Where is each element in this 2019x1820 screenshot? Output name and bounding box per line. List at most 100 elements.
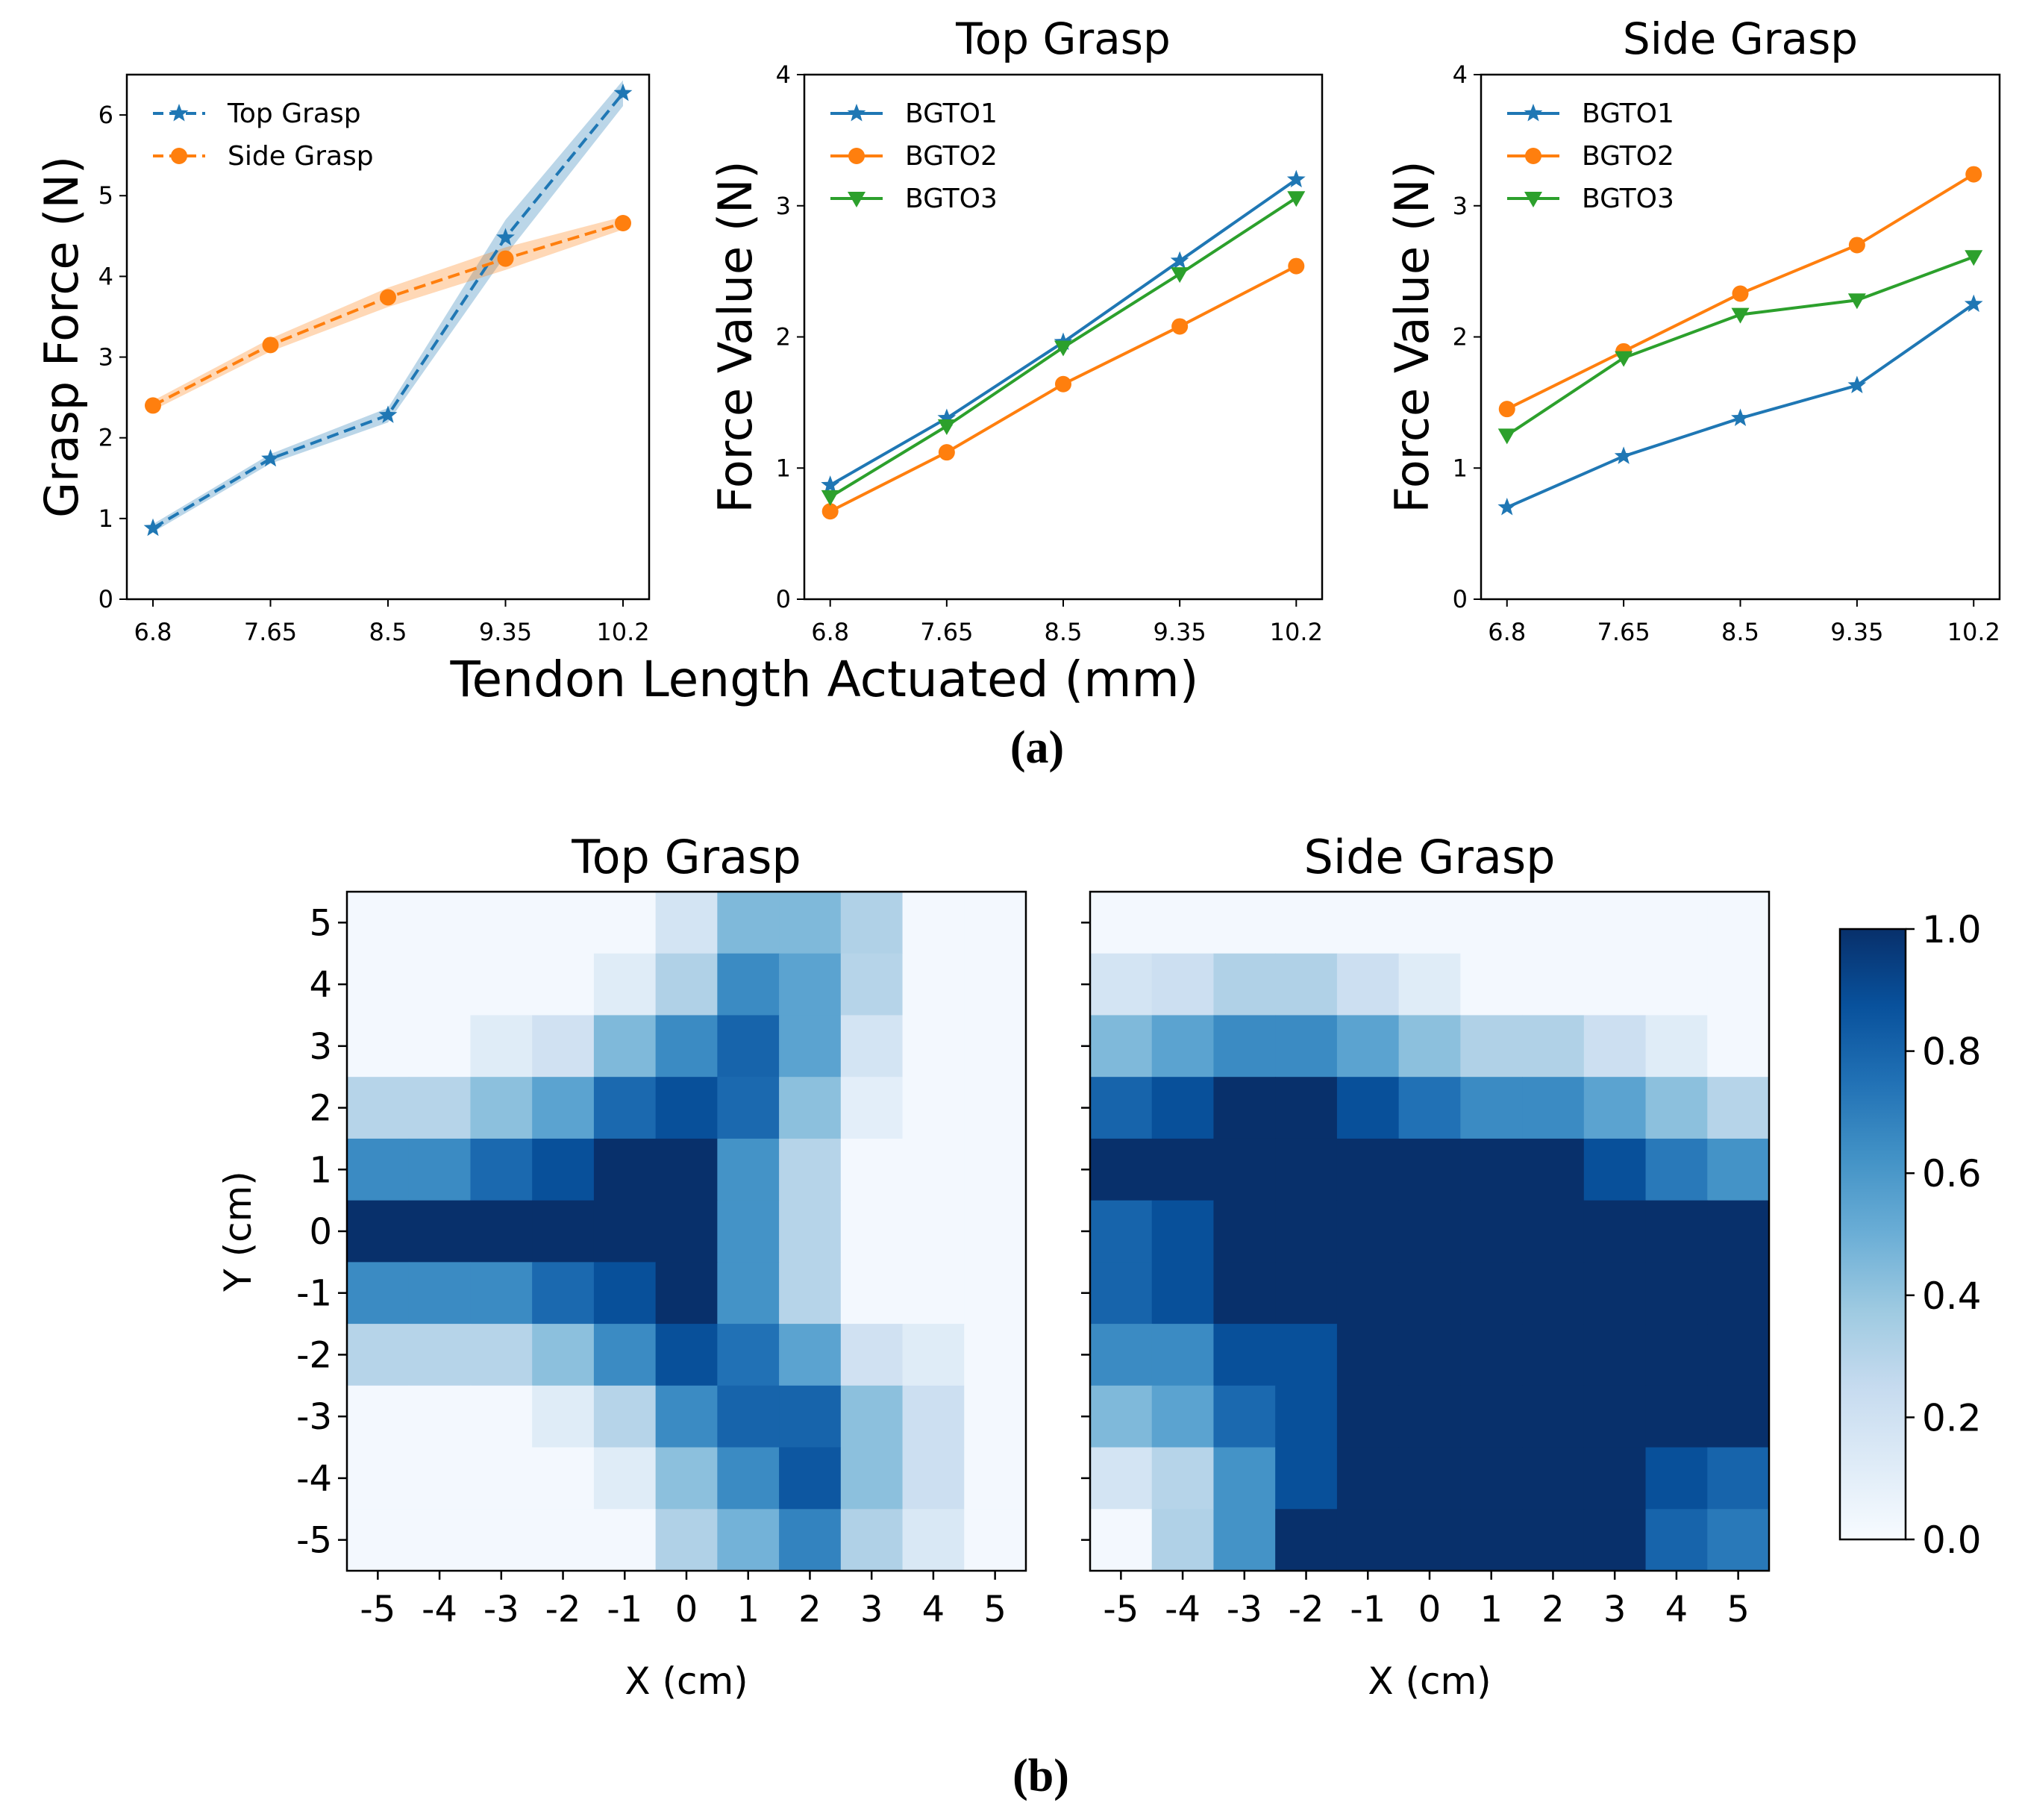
heatmap_side-xtick-9: 4 <box>1665 1589 1688 1630</box>
heatmap_side-cell-r9-c6 <box>1460 1447 1523 1510</box>
grasp_force-legend-label-side-grasp: Side Grasp <box>228 141 374 172</box>
top_grasp_fingers-point-bgto1-4 <box>1286 169 1306 188</box>
heatmap_side-cell-r10-c3 <box>1275 1509 1338 1572</box>
heatmap_side-cell-r4-c2 <box>1213 1138 1276 1201</box>
heatmap_side-xtick-6: 1 <box>1480 1589 1503 1630</box>
grasp_force-point-top-grasp-4 <box>613 83 633 101</box>
heatmap_side-cell-r1-c2 <box>1213 953 1276 1016</box>
heatmap_side-cell-r5-c1 <box>1151 1200 1215 1263</box>
heatmap_top-cell-r3-c3 <box>532 1077 595 1139</box>
heatmap_top-cell-r1-c3 <box>532 953 595 1016</box>
side_grasp_fingers-xtick-1: 7.65 <box>1597 618 1650 646</box>
heatmap_top-cell-r10-c5 <box>655 1509 718 1572</box>
grasp_force-ytick-1: 1 <box>98 504 113 533</box>
heatmap_side-cell-r2-c9 <box>1645 1015 1708 1078</box>
heatmap_top-cell-r0-c10 <box>964 892 1027 954</box>
grasp_force-ylabel: Grasp Force (N) <box>34 156 89 518</box>
heatmap_top-cell-r6-c5 <box>655 1262 718 1325</box>
heatmap_side-cell-r8-c3 <box>1275 1385 1338 1448</box>
heatmap_side-cell-r8-c10 <box>1707 1385 1770 1448</box>
top_grasp_fingers-point-bgto1-0 <box>821 475 840 493</box>
heatmap_side-cell-r3-c3 <box>1275 1077 1338 1139</box>
colorbar-tick-0-0: 0.0 <box>1922 1519 1982 1562</box>
heatmap_top-cell-r8-c1 <box>408 1385 472 1448</box>
heatmap_top-cell-r3-c10 <box>964 1077 1027 1139</box>
top_grasp_fingers-point-bgto3-0 <box>821 490 839 506</box>
heatmap_top-cell-r10-c7 <box>779 1509 842 1572</box>
heatmap_top-cell-r8-c7 <box>779 1385 842 1448</box>
top_grasp_fingers-xtick-1: 7.65 <box>920 618 973 646</box>
heatmap_top-cell-r1-c2 <box>470 953 533 1016</box>
heatmap_side-xtick-0: -5 <box>1103 1589 1139 1630</box>
heatmap_side-cell-r6-c3 <box>1275 1262 1338 1325</box>
heatmap_top-cell-r9-c0 <box>347 1447 410 1510</box>
heatmap_side-cell-r10-c4 <box>1336 1509 1400 1572</box>
heatmap_top-cell-r2-c9 <box>902 1015 965 1078</box>
heatmap_side-cell-r8-c7 <box>1522 1385 1585 1448</box>
heatmap_side-cell-r10-c5 <box>1398 1509 1461 1572</box>
heatmap_side-cell-r4-c4 <box>1336 1138 1400 1201</box>
side_grasp_fingers-xtick-2: 8.5 <box>1721 618 1759 646</box>
heatmap_side-cell-r7-c1 <box>1151 1324 1215 1386</box>
heatmap_top-cell-r8-c3 <box>532 1385 595 1448</box>
heatmap_side-xtick-7: 2 <box>1541 1589 1565 1630</box>
colorbar-tick-0-6: 0.6 <box>1922 1152 1982 1195</box>
heatmap_top-cell-r8-c4 <box>593 1385 657 1448</box>
grasp_force-xtick-2: 8.5 <box>369 618 407 646</box>
heatmap_top-cell-r10-c1 <box>408 1509 472 1572</box>
heatmap_top-cell-r1-c5 <box>655 953 718 1016</box>
heatmap_side-cell-r4-c7 <box>1522 1138 1585 1201</box>
heatmap_side-cell-r7-c4 <box>1336 1324 1400 1386</box>
heatmap_side-cell-r10-c1 <box>1151 1509 1215 1572</box>
heatmap_side-cell-r0-c1 <box>1151 892 1215 954</box>
grasp_force-point-top-grasp-0 <box>143 518 163 537</box>
heatmap_top-cell-r5-c0 <box>347 1200 410 1263</box>
shared-xlabel: Tendon Length Actuated (mm) <box>449 651 1198 708</box>
heatmap_top-cell-r9-c4 <box>593 1447 657 1510</box>
heatmap_top-ytick-9: -4 <box>296 1458 332 1500</box>
top_grasp_fingers-xtick-0: 6.8 <box>811 618 849 646</box>
heatmap_side-cell-r8-c6 <box>1460 1385 1523 1448</box>
heatmap_top-cell-r7-c1 <box>408 1324 472 1386</box>
heatmap_side-cell-r3-c6 <box>1460 1077 1523 1139</box>
heatmap_side-cell-r8-c2 <box>1213 1385 1276 1448</box>
heatmap_side-cell-r0-c7 <box>1522 892 1585 954</box>
heatmap_side-xtick-2: -3 <box>1227 1589 1262 1630</box>
heatmap_top-cell-r10-c8 <box>840 1509 904 1572</box>
heatmap_top-cell-r5-c8 <box>840 1200 904 1263</box>
heatmap_top-cell-r7-c0 <box>347 1324 410 1386</box>
heatmap_side-cell-r5-c2 <box>1213 1200 1276 1263</box>
heatmap_top-cell-r1-c4 <box>593 953 657 1016</box>
grasp_force-ytick-0: 0 <box>98 585 113 613</box>
heatmap_side-cell-r5-c5 <box>1398 1200 1461 1263</box>
heatmap_side-cell-r0-c2 <box>1213 892 1276 954</box>
heatmap_top-cell-r4-c10 <box>964 1138 1027 1201</box>
side_grasp_fingers-point-bgto2-3 <box>1848 237 1865 254</box>
heatmap_top-cell-r1-c1 <box>408 953 472 1016</box>
panel-label-b: (b) <box>1012 1751 1069 1801</box>
side_grasp_fingers-legend-marker-bgto3 <box>1524 192 1542 207</box>
heatmap_side-cell-r5-c10 <box>1707 1200 1770 1263</box>
heatmap_side-cell-r1-c9 <box>1645 953 1708 1016</box>
heatmap_top-cell-r6-c6 <box>717 1262 780 1325</box>
heatmap_side-cell-r3-c8 <box>1583 1077 1647 1139</box>
grasp_force-point-top-grasp-3 <box>496 228 515 246</box>
heatmap_top-xtick-6: 1 <box>736 1589 760 1630</box>
heatmap_top-cell-r3-c1 <box>408 1077 472 1139</box>
side_grasp_fingers-ytick-0: 0 <box>1453 585 1468 613</box>
heatmap_top-cell-r0-c1 <box>408 892 472 954</box>
heatmap_top-cell-r10-c0 <box>347 1509 410 1572</box>
heatmap_side-cell-r0-c3 <box>1275 892 1338 954</box>
heatmap_top-xtick-3: -2 <box>545 1589 581 1630</box>
heatmap_top-cell-r4-c1 <box>408 1138 472 1201</box>
heatmap_top-xlabel: X (cm) <box>625 1660 748 1703</box>
colorbar-tick-0-4: 0.4 <box>1922 1275 1982 1318</box>
heatmap_top-cell-r6-c4 <box>593 1262 657 1325</box>
heatmap_top-cell-r1-c6 <box>717 953 780 1016</box>
heatmap_top-xtick-1: -4 <box>422 1589 457 1630</box>
heatmap_top-cell-r6-c1 <box>408 1262 472 1325</box>
heatmap_top-cell-r9-c2 <box>470 1447 533 1510</box>
heatmap_side-cell-r7-c3 <box>1275 1324 1338 1386</box>
side_grasp_fingers-point-bgto1-4 <box>1964 294 1983 313</box>
